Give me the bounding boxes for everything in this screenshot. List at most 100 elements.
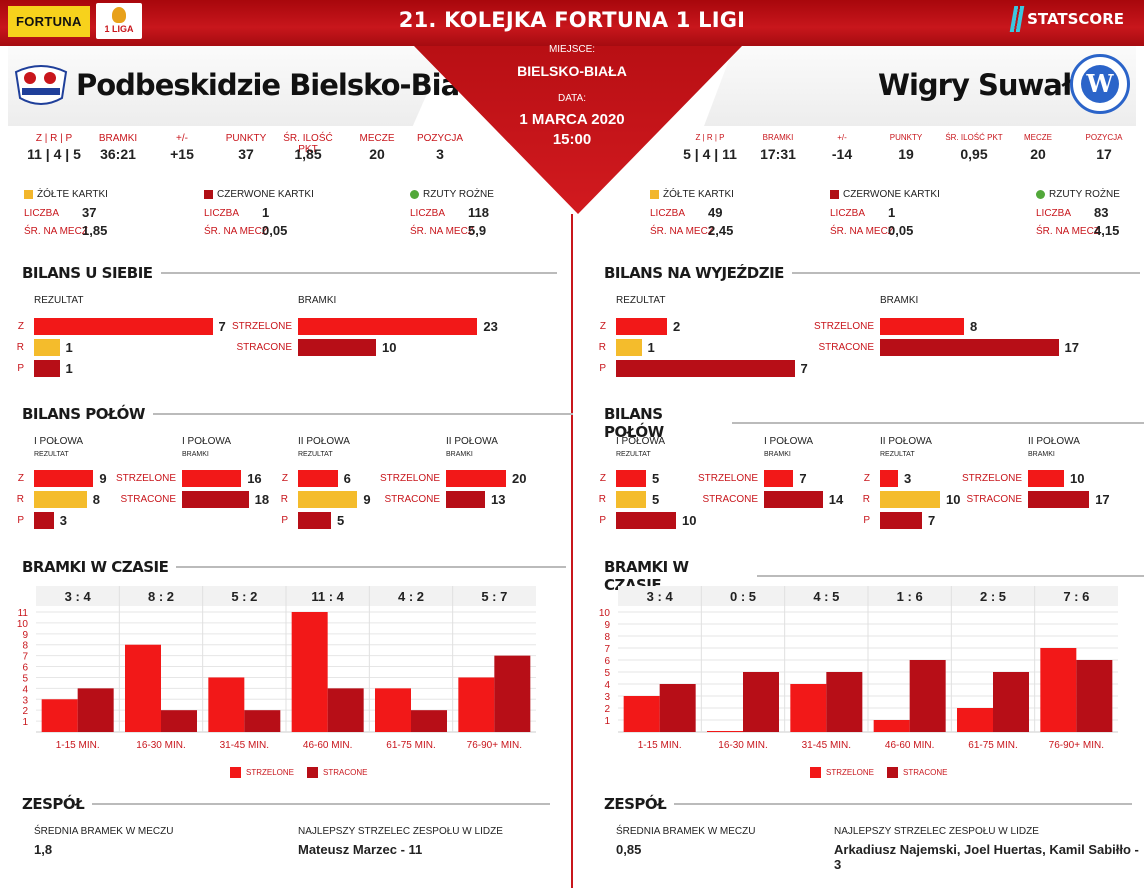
home-yellow-count: 37 bbox=[82, 205, 97, 220]
score-label: 7 : 6 bbox=[1063, 589, 1089, 604]
y-tick-label: 5 bbox=[22, 673, 28, 684]
home-stat-label-position: POZYCJA bbox=[416, 133, 464, 144]
home_h1_goals-value-0: 16 bbox=[247, 471, 262, 486]
x-category-label: 76-90+ MIN. bbox=[467, 740, 522, 751]
provider-logo: STATSCORE bbox=[1009, 6, 1124, 32]
y-tick-label: 11 bbox=[18, 608, 29, 619]
home-stat-avg_points: 1,85 bbox=[294, 146, 322, 162]
league-logo: 1 LIGA bbox=[96, 3, 142, 39]
home_h1_result-value-0: 9 bbox=[99, 471, 107, 486]
home-stat-label-diff: +/- bbox=[176, 133, 188, 144]
home_h1_goals-label-1: STRACONE bbox=[120, 494, 176, 505]
x-category-label: 46-60 MIN. bbox=[303, 740, 352, 751]
home-corners-header: RZUTY ROŻNE bbox=[410, 189, 494, 200]
y-tick-label: 10 bbox=[599, 608, 611, 619]
home-halves-title: BILANS POŁÓW bbox=[22, 405, 573, 423]
away-h1-goals-subtitle: BRAMKI bbox=[764, 451, 791, 458]
home-stat-points: 37 bbox=[238, 146, 254, 162]
bar-conceded bbox=[659, 684, 696, 732]
y-tick-label: 1 bbox=[22, 717, 28, 728]
home_h2_goals-bar-0 bbox=[446, 470, 506, 487]
away-yellow-count-label: LICZBA bbox=[650, 208, 686, 219]
away-team-name: Wigry Suwałki bbox=[878, 68, 1100, 102]
home_goals-value-0: 23 bbox=[483, 319, 498, 334]
away_h2_goals-bar-0 bbox=[1028, 470, 1064, 487]
home-legend: STRZELONE STRACONE bbox=[230, 767, 367, 778]
away_h2_goals-value-0: 10 bbox=[1070, 471, 1085, 486]
score-label: 4 : 2 bbox=[398, 589, 424, 604]
away_result-value-1: 1 bbox=[647, 340, 655, 355]
bar-scored bbox=[957, 708, 993, 732]
home-stat-diff: +15 bbox=[170, 146, 194, 162]
away-stat-label-diff: +/- bbox=[837, 133, 847, 142]
away_result-value-0: 2 bbox=[673, 319, 681, 334]
home-stat-zrp: 11 | 4 | 5 bbox=[27, 146, 81, 162]
away_h2_result-label-1: R bbox=[862, 494, 870, 505]
sponsor-logo: FORTUNA bbox=[8, 6, 90, 37]
home-team-name: Podbeskidzie Bielsko-Biała bbox=[76, 68, 489, 102]
time-value: 15:00 bbox=[552, 131, 592, 148]
bar-scored bbox=[707, 731, 743, 732]
y-tick-label: 6 bbox=[604, 656, 610, 667]
red-icon bbox=[204, 190, 213, 199]
y-tick-label: 8 bbox=[22, 641, 28, 652]
home_h2_goals-label-0: STRZELONE bbox=[379, 473, 440, 484]
y-tick-label: 4 bbox=[604, 680, 610, 691]
page-title: 21. KOLEJKA FORTUNA 1 LIGI bbox=[398, 8, 746, 32]
score-label: 5 : 2 bbox=[231, 589, 257, 604]
away-goals-title: BRAMKI bbox=[880, 295, 919, 306]
corners-label: RZUTY ROŻNE bbox=[423, 189, 494, 200]
home_h1_goals-value-1: 18 bbox=[254, 492, 270, 507]
home_result-label-1: R bbox=[16, 342, 24, 353]
home_h1_result-bar-1 bbox=[34, 491, 87, 508]
y-tick-label: 9 bbox=[604, 620, 610, 631]
home-avg-goals: 1,8 bbox=[34, 842, 53, 857]
yellow-label: ŻÓŁTE KARTKI bbox=[37, 189, 108, 200]
bar-conceded bbox=[826, 672, 863, 732]
score-label: 3 : 4 bbox=[647, 589, 674, 604]
away-stat-avg_points: 0,95 bbox=[960, 146, 988, 162]
away_h1_goals-label-0: STRZELONE bbox=[697, 473, 758, 484]
home_h2_result-value-1: 9 bbox=[363, 492, 371, 507]
home-yellow-header: ŻÓŁTE KARTKI bbox=[24, 189, 108, 200]
away-top-scorer-label: NAJLEPSZY STRZELEC ZESPOŁU W LIDZE bbox=[834, 826, 1039, 837]
home-top-scorer-label: NAJLEPSZY STRZELEC ZESPOŁU W LIDZE bbox=[298, 826, 503, 837]
date-value: 1 MARCA 2020 bbox=[519, 111, 625, 128]
league-ball-icon bbox=[112, 7, 126, 23]
home_goals-value-1: 10 bbox=[382, 340, 397, 355]
away_goals-bar-1 bbox=[880, 339, 1059, 356]
home_h2_result-label-2: P bbox=[281, 515, 288, 526]
home_h2_goals-bar-1 bbox=[446, 491, 485, 508]
away-yellow-count: 49 bbox=[708, 205, 723, 220]
home-goals-title: BRAMKI bbox=[298, 295, 337, 306]
away-corners-header: RZUTY ROŻNE bbox=[1036, 189, 1120, 200]
away_h2_result-label-0: Z bbox=[863, 473, 870, 484]
bar-conceded bbox=[993, 672, 1029, 732]
home-stat-label-zrp: Z | R | P bbox=[35, 133, 73, 144]
statscore-icon bbox=[1009, 6, 1025, 32]
home-corners-count: 118 bbox=[468, 205, 489, 220]
away_goals-label-0: STRZELONE bbox=[813, 321, 874, 332]
x-category-label: 61-75 MIN. bbox=[968, 740, 1017, 751]
away_result-value-2: 7 bbox=[800, 361, 808, 376]
home_h2_result-value-2: 5 bbox=[337, 513, 345, 528]
home_goals-bar-0 bbox=[298, 318, 478, 335]
away-corners-count-label: LICZBA bbox=[1036, 208, 1072, 219]
away_h2_goals-label-0: STRZELONE bbox=[961, 473, 1022, 484]
away_h2_goals-value-1: 17 bbox=[1095, 492, 1110, 507]
y-tick-label: 2 bbox=[22, 706, 28, 717]
place-label: MIEJSCE: bbox=[548, 44, 596, 55]
date-label: DATA: bbox=[558, 93, 586, 104]
away-h2-goals-subtitle: BRAMKI bbox=[1028, 451, 1055, 458]
home-team-title: ZESPÓŁ bbox=[22, 795, 551, 813]
y-tick-label: 4 bbox=[22, 684, 28, 695]
score-label: 1 : 6 bbox=[897, 589, 923, 604]
home_h2_result-label-0: Z bbox=[281, 473, 288, 484]
away-header bbox=[704, 46, 1136, 126]
away-stat-label-avg_points: ŚR. ILOŚĆ PKT bbox=[945, 133, 1003, 142]
away-h2-goals-title: II POŁOWA bbox=[1028, 436, 1080, 447]
bar-scored bbox=[1040, 648, 1077, 732]
home_h1_result-label-0: Z bbox=[17, 473, 24, 484]
x-category-label: 16-30 MIN. bbox=[718, 740, 767, 751]
